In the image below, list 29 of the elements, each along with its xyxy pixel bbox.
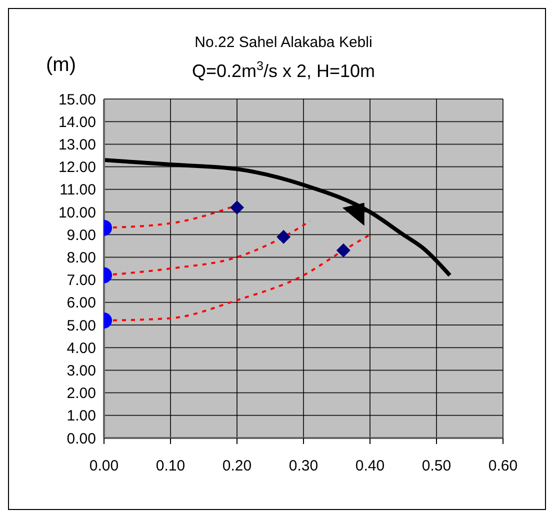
y-tick-label: 8.00 xyxy=(66,250,96,267)
y-tick-label: 12.00 xyxy=(58,159,96,176)
chart-title: No.22 Sahel Alakaba Kebli xyxy=(194,34,372,51)
chart-subtitle: Q=0.2m$^{3}$/s x 2, H=10m xyxy=(192,59,376,81)
x-tick-label: 0.30 xyxy=(288,458,318,475)
x-tick-label: 0.50 xyxy=(422,458,452,475)
x-tick-label: 0.00 xyxy=(89,458,119,475)
y-axis-title: (m) xyxy=(46,54,76,76)
y-tick-label: 13.00 xyxy=(58,136,96,154)
y-tick-label: 4.00 xyxy=(66,340,96,357)
x-tick-label: 0.60 xyxy=(488,458,518,475)
y-tick-label: 9.00 xyxy=(66,226,96,244)
x-tick-label: 0.40 xyxy=(355,458,385,475)
y-tick-label: 0.00 xyxy=(66,430,96,448)
y-tick-label: 15.00 xyxy=(58,91,96,108)
point xyxy=(336,243,350,258)
y-tick-label: 5.00 xyxy=(66,317,96,334)
x-tick-label: 0.10 xyxy=(156,458,186,475)
y-tick-label: 3.00 xyxy=(66,362,96,380)
y-tick-label: 10.00 xyxy=(58,204,96,222)
x-tick-label: 0.20 xyxy=(222,458,252,475)
y-tick-label: 6.00 xyxy=(66,294,96,312)
y-tick-label: 14.00 xyxy=(58,114,96,131)
y-tick-label: 7.00 xyxy=(66,272,96,290)
y-tick-label: 2.00 xyxy=(66,385,96,402)
y-tick-label: 11.00 xyxy=(60,182,96,199)
point xyxy=(230,200,244,214)
point xyxy=(276,230,291,244)
y-tick-label: 1.00 xyxy=(66,408,96,425)
